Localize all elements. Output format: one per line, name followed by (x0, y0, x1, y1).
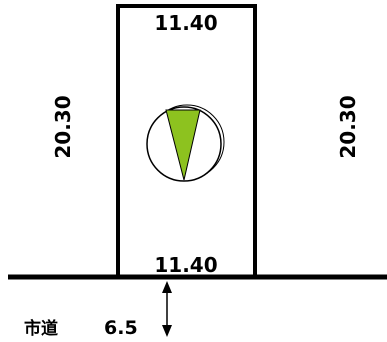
bottom-width-label: 11.40 (154, 253, 217, 277)
left-depth-label: 20.30 (51, 95, 75, 158)
road-width-arrow-head-up (162, 281, 172, 293)
lot-outline (116, 4, 257, 279)
top-width-label: 11.40 (154, 11, 217, 35)
compass-needle (165, 109, 201, 181)
north-arrow-icon (146, 104, 225, 182)
road-width-arrow-head-down (162, 325, 172, 337)
right-depth-label: 20.30 (336, 95, 360, 158)
road-width-arrow (162, 281, 172, 337)
road-label: 市道 (24, 318, 58, 339)
road-width-label: 6.5 (104, 317, 138, 339)
